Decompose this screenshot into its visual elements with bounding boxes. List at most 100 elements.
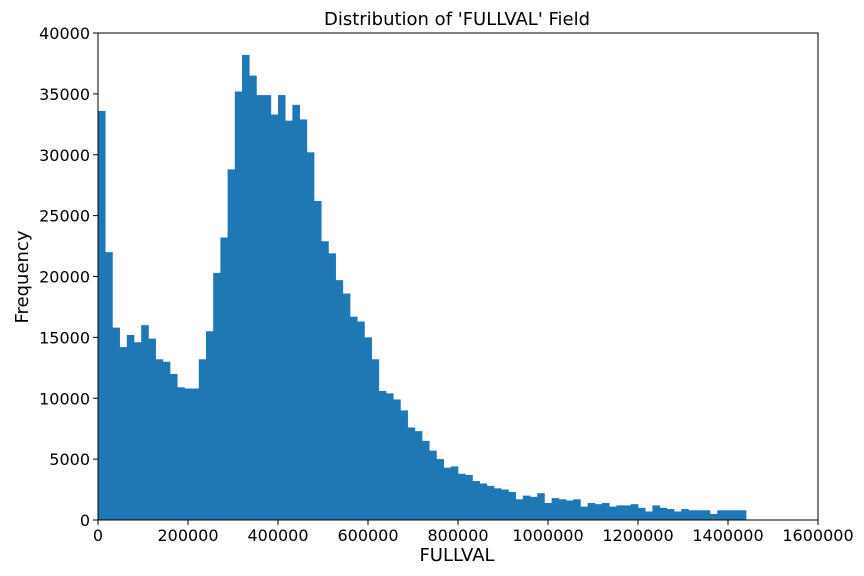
histogram-bar (666, 509, 675, 520)
y-tick-label: 30000 (39, 146, 90, 165)
chart-title: Distribution of 'FULLVAL' Field (324, 9, 590, 30)
histogram-bar (191, 388, 200, 520)
histogram-bar (573, 499, 581, 520)
histogram-bars (98, 54, 747, 521)
y-tick-label: 10000 (39, 389, 90, 408)
histogram-bar (400, 410, 408, 520)
histogram-bar (674, 511, 682, 520)
histogram-bar (558, 499, 567, 520)
histogram-bar (479, 483, 488, 520)
x-tick-label: 1400000 (692, 526, 763, 545)
histogram-bar (486, 485, 495, 520)
histogram-bar (206, 331, 214, 520)
histogram-bar (630, 504, 639, 520)
axes: 0 200000 400000 600000 800000 1000000 1200000 1… (39, 24, 854, 545)
histogram-bar (580, 506, 588, 520)
histogram-bar (731, 510, 740, 520)
histogram-bar (184, 388, 192, 520)
histogram-bar (155, 359, 164, 520)
histogram-bar (616, 505, 624, 520)
histogram-bar (659, 507, 668, 520)
x-axis-label: FULLVAL (419, 545, 494, 566)
y-tick-label: 25000 (39, 207, 90, 226)
histogram-bar (306, 152, 315, 520)
y-tick-label: 0 (80, 511, 90, 530)
x-tick-label: 600000 (337, 526, 398, 545)
histogram-bar (594, 504, 603, 520)
histogram-bar (119, 347, 128, 520)
histogram-bar (170, 373, 178, 520)
histogram-bar (602, 502, 610, 520)
histogram-bar (422, 440, 430, 520)
histogram-bar (537, 493, 545, 520)
histogram-bar (112, 327, 120, 520)
histogram-bar (458, 473, 466, 520)
histogram-bar (465, 474, 473, 520)
histogram-bar (335, 280, 344, 520)
histogram-bar (645, 511, 653, 520)
histogram-bar (515, 499, 524, 520)
histogram-bar (681, 509, 689, 520)
histogram-bar (270, 114, 279, 520)
histogram-bar (292, 104, 300, 521)
histogram-bar (436, 459, 444, 520)
histogram-bar (450, 466, 459, 520)
y-tick-label: 40000 (39, 24, 90, 43)
histogram-bar (126, 334, 135, 520)
histogram-bar (350, 316, 358, 520)
histogram-bar (98, 110, 106, 521)
histogram-bar (393, 399, 401, 520)
histogram-bar (623, 505, 632, 520)
histogram-bar (213, 272, 221, 520)
histogram-bar (724, 510, 732, 520)
y-tick-label: 5000 (49, 450, 90, 469)
histogram-bar (162, 361, 171, 520)
histogram-bar (249, 75, 257, 521)
histogram-bar (263, 95, 272, 520)
y-tick-label: 15000 (39, 328, 90, 347)
x-tick-label: 1600000 (782, 526, 853, 545)
y-tick-label: 35000 (39, 85, 90, 104)
histogram-bar (220, 237, 228, 521)
histogram-bar (256, 95, 264, 520)
histogram-bar (141, 325, 149, 520)
histogram-bar (717, 510, 725, 520)
histogram-bar (198, 359, 207, 520)
histogram-bar (242, 54, 250, 520)
histogram-bar (148, 338, 156, 520)
histogram-bar (314, 201, 322, 520)
histogram-bar (530, 496, 538, 520)
histogram-bar (105, 252, 113, 520)
histogram-bar (587, 502, 596, 520)
x-tick-label: 0 (93, 526, 103, 545)
histogram-bar (688, 510, 696, 520)
histogram-bar (738, 510, 747, 520)
histogram-bar (652, 505, 660, 520)
histogram-bar (285, 120, 293, 520)
histogram-bar (472, 481, 480, 520)
histogram-bar (702, 510, 711, 520)
histogram-bar (508, 491, 516, 520)
x-tick-label: 400000 (247, 526, 308, 545)
histogram-bar (234, 91, 243, 520)
histogram-bar (227, 169, 236, 521)
x-tick-label: 1000000 (512, 526, 583, 545)
histogram-bar (299, 119, 308, 520)
histogram-bar (429, 450, 437, 520)
y-axis-label: Frequency (12, 230, 33, 323)
histogram-bar (638, 507, 646, 520)
y-tick-label: 20000 (39, 268, 90, 287)
histogram-bar (551, 498, 560, 520)
histogram-bar (414, 431, 423, 520)
histogram-bar (371, 359, 380, 520)
histogram-bar (342, 293, 351, 520)
histogram-bar (321, 241, 329, 520)
histogram-bar (710, 513, 718, 520)
histogram-bar (522, 495, 531, 520)
histogram-bar (357, 321, 365, 520)
x-tick-label: 800000 (427, 526, 488, 545)
histogram-bar (364, 337, 372, 520)
histogram-bar (378, 390, 387, 520)
x-tick-label: 1200000 (602, 526, 673, 545)
